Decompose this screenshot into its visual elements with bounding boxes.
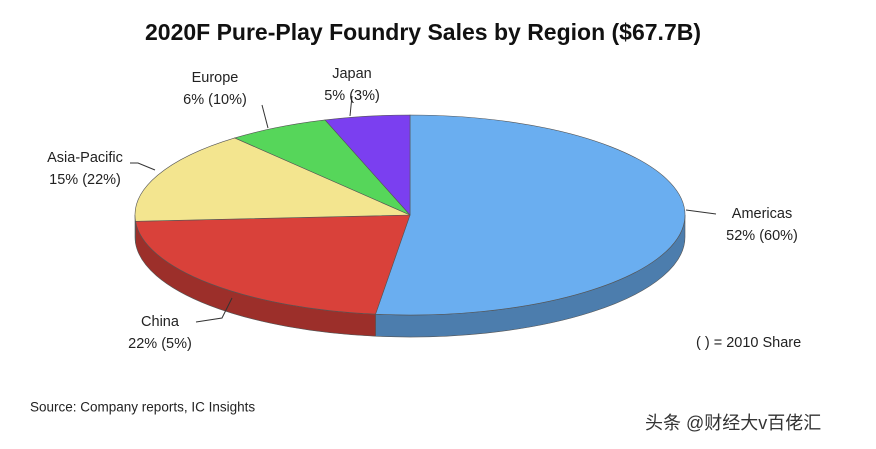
leader-line bbox=[195, 297, 233, 323]
slice-label: Europe bbox=[192, 70, 239, 86]
slice-value: 6% (10%) bbox=[183, 92, 247, 108]
slice-value: 22% (5%) bbox=[128, 336, 192, 352]
leader-line bbox=[261, 104, 269, 129]
value-label: 5% bbox=[324, 88, 345, 104]
pie-slice bbox=[134, 137, 411, 222]
leader-line bbox=[130, 162, 156, 171]
pie-slice bbox=[375, 114, 686, 316]
leader-line bbox=[349, 95, 353, 117]
chart-title: 2020F Pure-Play Foundry Sales by Region … bbox=[145, 19, 701, 45]
slice-label: Japan bbox=[332, 66, 372, 82]
share-2010-label: (3%) bbox=[349, 88, 380, 104]
watermark: 头条 @财经大v百佬汇 bbox=[645, 413, 821, 433]
pie-slice bbox=[135, 214, 411, 315]
share-2010-label: (22%) bbox=[82, 172, 121, 188]
value-label: 52% bbox=[726, 228, 755, 244]
slice-label: Asia-Pacific bbox=[47, 150, 123, 166]
slice-value: 15% (22%) bbox=[49, 172, 121, 188]
source: Source: Company reports, IC Insights bbox=[30, 400, 255, 415]
pie-slice bbox=[324, 114, 411, 216]
slice-label: China bbox=[141, 314, 180, 330]
share-2010-label: (60%) bbox=[759, 228, 798, 244]
share-2010-label: (10%) bbox=[208, 92, 247, 108]
share-2010-label: (5%) bbox=[161, 336, 192, 352]
value-label: 15% bbox=[49, 172, 78, 188]
note: ( ) = 2010 Share bbox=[696, 335, 801, 351]
value-label: 6% bbox=[183, 92, 204, 108]
slice-value: 5% (3%) bbox=[324, 88, 380, 104]
leader-line bbox=[685, 209, 717, 215]
value-label: 22% bbox=[128, 336, 157, 352]
slice-label: Americas bbox=[732, 206, 792, 222]
slice-value: 52% (60%) bbox=[726, 228, 798, 244]
